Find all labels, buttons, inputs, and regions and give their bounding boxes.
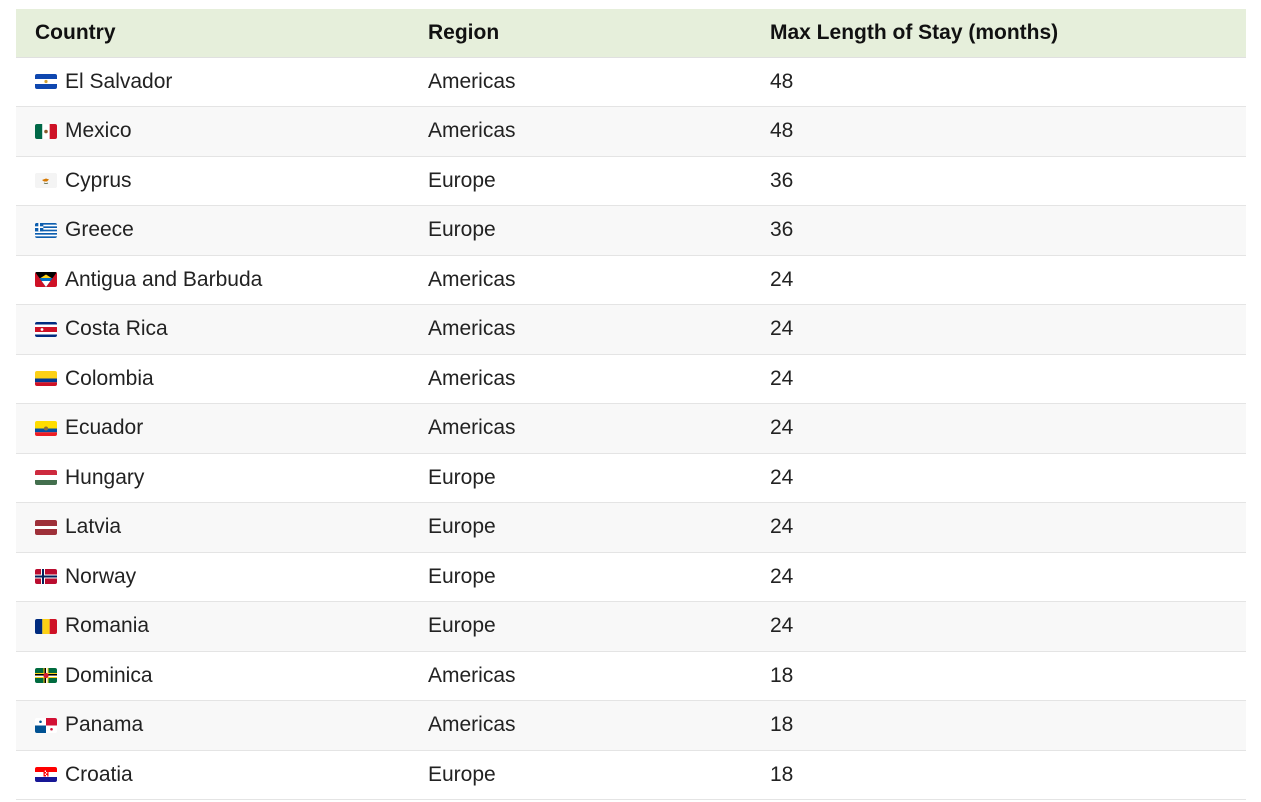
country-name: Romania bbox=[65, 614, 150, 638]
latvia-flag-icon bbox=[35, 519, 57, 535]
norway-flag-icon bbox=[35, 569, 57, 585]
country-cell: Romania bbox=[16, 602, 409, 652]
country-name: Latvia bbox=[65, 515, 122, 539]
region-cell: Europe bbox=[428, 762, 496, 786]
country-cell: Antigua and Barbuda bbox=[16, 255, 409, 305]
greece-flag-icon bbox=[35, 222, 57, 238]
table-row: Ecuador Americas 24 bbox=[16, 403, 1246, 454]
country-cell: Latvia bbox=[16, 503, 409, 553]
table-row: Latvia Europe 24 bbox=[16, 502, 1246, 553]
stay-cell: 48 bbox=[770, 119, 794, 143]
country-cell: Croatia bbox=[16, 750, 409, 800]
croatia-flag-icon bbox=[35, 767, 57, 783]
country-name: Dominica bbox=[65, 663, 153, 687]
table-row: Cyprus Europe 36 bbox=[16, 156, 1246, 206]
stay-cell: 24 bbox=[770, 465, 794, 489]
table-row: Greece Europe 36 bbox=[16, 205, 1246, 256]
region-cell: Americas bbox=[428, 267, 516, 291]
country-cell: Panama bbox=[16, 701, 409, 751]
country-name: Ecuador bbox=[65, 416, 144, 440]
column-header-region[interactable]: Region bbox=[409, 9, 751, 58]
stay-cell: 18 bbox=[770, 713, 794, 737]
table-row: El Salvador Americas 48 bbox=[16, 57, 1246, 107]
colombia-flag-icon bbox=[35, 371, 57, 387]
romania-flag-icon bbox=[35, 618, 57, 634]
country-name: Norway bbox=[65, 564, 137, 588]
region-cell: Americas bbox=[428, 416, 516, 440]
country-name: Mexico bbox=[65, 119, 132, 143]
table-row: Mexico Americas 48 bbox=[16, 106, 1246, 157]
country-cell: El Salvador bbox=[16, 57, 409, 107]
stay-cell: 48 bbox=[770, 69, 794, 93]
country-name: Cyprus bbox=[65, 168, 132, 192]
stay-cell: 24 bbox=[770, 317, 794, 341]
stay-cell: 24 bbox=[770, 515, 794, 539]
table-row: Dominica Americas 18 bbox=[16, 651, 1246, 701]
cyprus-flag-icon bbox=[35, 173, 57, 189]
country-cell: Costa Rica bbox=[16, 305, 409, 355]
country-name: Antigua and Barbuda bbox=[65, 267, 263, 291]
region-cell: Americas bbox=[428, 317, 516, 341]
table-row: Croatia Europe 18 bbox=[16, 750, 1246, 800]
mexico-flag-icon bbox=[35, 123, 57, 139]
country-name: El Salvador bbox=[65, 69, 173, 93]
table-row: Colombia Americas 24 bbox=[16, 354, 1246, 404]
country-cell: Cyprus bbox=[16, 156, 409, 206]
region-cell: Europe bbox=[428, 614, 496, 638]
region-cell: Americas bbox=[428, 713, 516, 737]
stay-cell: 18 bbox=[770, 762, 794, 786]
table-body: El Salvador Americas 48 Mexico Americas … bbox=[16, 57, 1246, 800]
country-cell: Mexico bbox=[16, 107, 409, 157]
stay-cell: 24 bbox=[770, 267, 794, 291]
costa-rica-flag-icon bbox=[35, 321, 57, 337]
stay-cell: 18 bbox=[770, 663, 794, 687]
country-name: Costa Rica bbox=[65, 317, 168, 341]
stay-cell: 24 bbox=[770, 614, 794, 638]
region-cell: Americas bbox=[428, 69, 516, 93]
region-cell: Europe bbox=[428, 564, 496, 588]
region-cell: Europe bbox=[428, 218, 496, 242]
visa-table-container: Country Region Max Length of Stay (month… bbox=[16, 9, 1246, 800]
country-cell: Greece bbox=[16, 206, 409, 256]
country-name: Croatia bbox=[65, 762, 133, 786]
stay-cell: 24 bbox=[770, 416, 794, 440]
country-cell: Hungary bbox=[16, 453, 409, 503]
table-header: Country Region Max Length of Stay (month… bbox=[16, 9, 1246, 58]
region-cell: Americas bbox=[428, 663, 516, 687]
column-header-stay[interactable]: Max Length of Stay (months) bbox=[751, 9, 1246, 58]
stay-cell: 36 bbox=[770, 218, 794, 242]
table-row: Antigua and Barbuda Americas 24 bbox=[16, 255, 1246, 305]
region-cell: Europe bbox=[428, 168, 496, 192]
region-cell: Europe bbox=[428, 465, 496, 489]
stay-cell: 24 bbox=[770, 366, 794, 390]
country-name: Greece bbox=[65, 218, 134, 242]
table-row: Norway Europe 24 bbox=[16, 552, 1246, 602]
country-name: Panama bbox=[65, 713, 144, 737]
country-cell: Dominica bbox=[16, 651, 409, 701]
el-salvador-flag-icon bbox=[35, 74, 57, 90]
country-cell: Ecuador bbox=[16, 404, 409, 454]
hungary-flag-icon bbox=[35, 470, 57, 486]
stay-cell: 24 bbox=[770, 564, 794, 588]
table-row: Hungary Europe 24 bbox=[16, 453, 1246, 503]
country-cell: Norway bbox=[16, 552, 409, 602]
region-cell: Europe bbox=[428, 515, 496, 539]
country-name: Colombia bbox=[65, 366, 154, 390]
table-row: Panama Americas 18 bbox=[16, 700, 1246, 751]
header-row: Country Region Max Length of Stay (month… bbox=[16, 9, 1246, 58]
country-cell: Colombia bbox=[16, 354, 409, 404]
table-row: Romania Europe 24 bbox=[16, 601, 1246, 652]
region-cell: Americas bbox=[428, 119, 516, 143]
country-name: Hungary bbox=[65, 465, 145, 489]
stay-cell: 36 bbox=[770, 168, 794, 192]
antigua-and-barbuda-flag-icon bbox=[35, 272, 57, 288]
ecuador-flag-icon bbox=[35, 420, 57, 436]
table-row: Costa Rica Americas 24 bbox=[16, 304, 1246, 355]
visa-table: Country Region Max Length of Stay (month… bbox=[16, 9, 1246, 800]
panama-flag-icon bbox=[35, 717, 57, 733]
dominica-flag-icon bbox=[35, 668, 57, 684]
column-header-country[interactable]: Country bbox=[16, 9, 409, 58]
region-cell: Americas bbox=[428, 366, 516, 390]
